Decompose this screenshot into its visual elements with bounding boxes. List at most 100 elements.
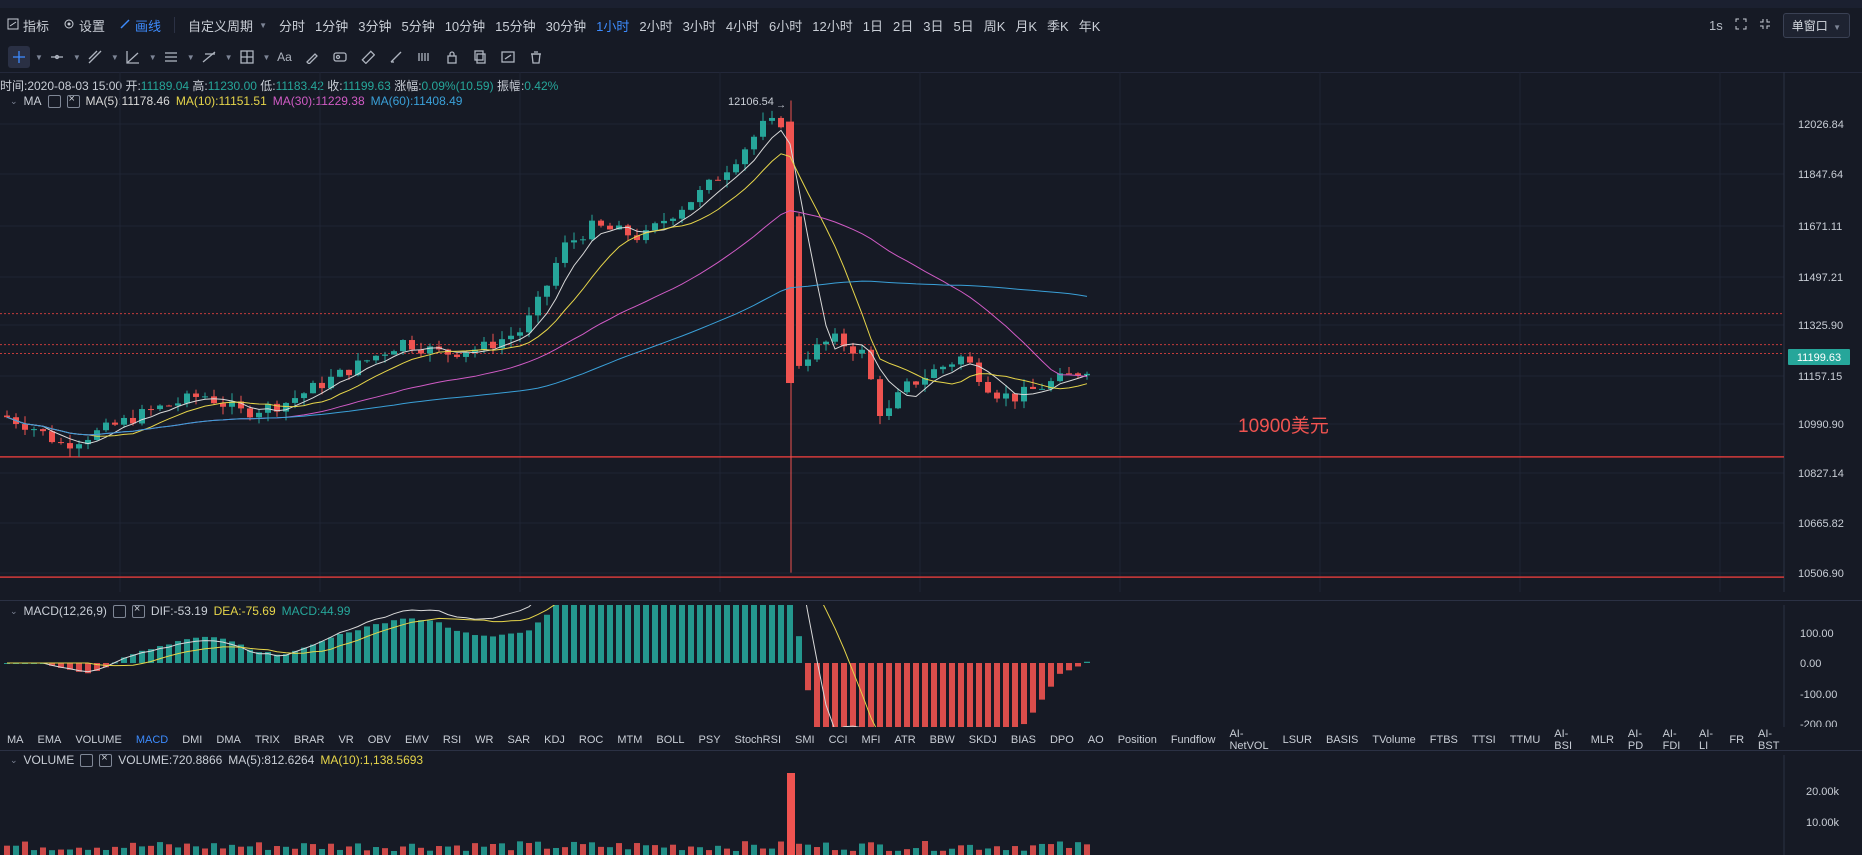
- period-tab[interactable]: 12小时: [812, 18, 853, 34]
- indicator-tab[interactable]: VOLUME: [75, 734, 122, 746]
- chevron-down-icon[interactable]: ▼: [224, 52, 233, 62]
- trash-icon[interactable]: [525, 46, 547, 68]
- indicator-tab[interactable]: BBW: [929, 734, 955, 746]
- indicator-tab[interactable]: FR: [1729, 734, 1745, 746]
- settings-icon[interactable]: [47, 94, 61, 108]
- indicator-tab[interactable]: BOLL: [656, 734, 685, 746]
- custom-period-dropdown[interactable]: 自定义周期 ▼: [181, 16, 274, 35]
- chevron-down-icon[interactable]: ▼: [35, 52, 43, 62]
- chevron-down-icon[interactable]: ⌄: [10, 754, 18, 765]
- indicator-tab[interactable]: AI-BST: [1758, 728, 1780, 752]
- indicator-tab[interactable]: StochRSI: [734, 734, 782, 746]
- horizontal-line-icon[interactable]: [46, 46, 68, 68]
- fibonacci-icon[interactable]: [198, 46, 220, 68]
- period-tab[interactable]: 月K: [1015, 18, 1038, 34]
- period-tab[interactable]: 5分钟: [401, 18, 435, 34]
- indicator-tab[interactable]: SKDJ: [968, 734, 997, 746]
- indicator-tab[interactable]: BIAS: [1010, 734, 1036, 746]
- chevron-down-icon[interactable]: ▼: [110, 52, 119, 62]
- period-tab[interactable]: 30分钟: [545, 18, 587, 34]
- period-tab[interactable]: 分时: [278, 18, 305, 34]
- indicator-tab[interactable]: TTMU: [1509, 734, 1541, 746]
- settings-icon[interactable]: [80, 753, 94, 767]
- indicator-tab[interactable]: EMA: [37, 734, 62, 746]
- exit-fullscreen-icon[interactable]: [1759, 18, 1771, 33]
- indicator-tab[interactable]: ROC: [578, 734, 604, 746]
- period-tab[interactable]: 3小时: [682, 18, 716, 34]
- trend-line-icon[interactable]: [84, 46, 106, 68]
- fullscreen-icon[interactable]: [1735, 18, 1747, 33]
- draw-button[interactable]: 画线: [112, 16, 168, 35]
- text-icon[interactable]: Aa: [277, 50, 292, 64]
- period-tab[interactable]: 周K: [983, 18, 1006, 34]
- indicator-tab[interactable]: CCI: [828, 734, 848, 746]
- indicator-button[interactable]: 指标: [0, 16, 56, 35]
- indicator-tab[interactable]: ATR: [894, 734, 916, 746]
- indicator-tab[interactable]: AI-BSI: [1554, 728, 1573, 752]
- indicator-tab[interactable]: DMA: [216, 734, 241, 746]
- brush-icon[interactable]: [301, 46, 323, 68]
- lock-icon[interactable]: [441, 46, 463, 68]
- close-icon[interactable]: [66, 93, 80, 108]
- period-tab[interactable]: 5日: [953, 18, 974, 34]
- indicator-tab[interactable]: SAR: [507, 734, 531, 746]
- ruler-icon[interactable]: [357, 46, 379, 68]
- indicator-tab[interactable]: DMI: [182, 734, 203, 746]
- chevron-down-icon[interactable]: ⌄: [10, 95, 18, 106]
- close-icon[interactable]: [131, 603, 145, 618]
- indicator-tab[interactable]: PSY: [698, 734, 721, 746]
- macd-chart[interactable]: 100.00 0.00 -100.00 -200.00: [0, 605, 1862, 727]
- period-tab[interactable]: 1日: [862, 18, 883, 34]
- period-tab[interactable]: 2日: [892, 18, 914, 34]
- indicator-tab[interactable]: Fundflow: [1170, 734, 1216, 746]
- indicator-tab[interactable]: AO: [1087, 734, 1104, 746]
- indicator-tab[interactable]: OBV: [367, 734, 391, 746]
- indicator-tab[interactable]: AI-NetVOL: [1229, 728, 1269, 752]
- period-tab[interactable]: 4小时: [725, 18, 760, 34]
- indicator-tab[interactable]: TRIX: [254, 734, 280, 746]
- period-tab[interactable]: 6小时: [769, 18, 803, 34]
- period-tab[interactable]: 1分钟: [315, 18, 349, 34]
- period-tab[interactable]: 季K: [1047, 18, 1069, 34]
- chevron-down-icon[interactable]: ▼: [148, 52, 157, 62]
- period-tab[interactable]: 年K: [1078, 18, 1101, 34]
- settings-icon[interactable]: [112, 604, 126, 618]
- indicator-tab[interactable]: BASIS: [1325, 734, 1359, 746]
- copy-icon[interactable]: [469, 46, 491, 68]
- indicator-tab[interactable]: EMV: [404, 734, 429, 746]
- interval-label[interactable]: 1s: [1708, 17, 1723, 33]
- period-tab[interactable]: 15分钟: [495, 18, 536, 34]
- volume-chart[interactable]: 20.00k 10.00k: [0, 755, 1862, 855]
- indicator-tab[interactable]: MACD: [135, 734, 169, 746]
- close-icon[interactable]: [99, 752, 113, 767]
- indicator-tab[interactable]: TTSI: [1471, 734, 1496, 746]
- indicator-tab[interactable]: SMI: [795, 734, 815, 746]
- indicator-tab[interactable]: AI-FDI: [1662, 728, 1681, 752]
- indicator-tab[interactable]: TVolume: [1372, 734, 1416, 746]
- grid-icon[interactable]: [236, 46, 258, 68]
- indicator-tab[interactable]: FTBS: [1429, 734, 1458, 746]
- settings-button[interactable]: 设置: [56, 16, 112, 35]
- indicator-tab[interactable]: AI-LI: [1698, 728, 1714, 752]
- parallel-lines-icon[interactable]: [160, 46, 182, 68]
- pen-icon[interactable]: [385, 46, 407, 68]
- screenshot-icon[interactable]: [497, 46, 519, 68]
- period-tab[interactable]: 3日: [923, 18, 944, 34]
- chevron-down-icon[interactable]: ▼: [186, 52, 195, 62]
- indicator-tab[interactable]: KDJ: [544, 734, 565, 746]
- indicator-tab[interactable]: BRAR: [293, 734, 325, 746]
- price-chart[interactable]: 12026.84 11847.64 11671.11 11497.21 11325.90…: [0, 72, 1862, 592]
- indicator-tab[interactable]: LSUR: [1282, 734, 1312, 746]
- indicator-tab[interactable]: RSI: [442, 734, 462, 746]
- magnet-icon[interactable]: [413, 46, 435, 68]
- period-tab[interactable]: 10分钟: [444, 18, 486, 34]
- indicator-tab[interactable]: DPO: [1049, 734, 1074, 746]
- chevron-down-icon[interactable]: ▼: [262, 52, 271, 62]
- period-tab[interactable]: 1小时: [596, 18, 630, 34]
- window-mode-dropdown[interactable]: 单窗口 ▼: [1782, 12, 1850, 38]
- pattern-icon[interactable]: [329, 46, 351, 68]
- chevron-down-icon[interactable]: ▼: [72, 52, 81, 62]
- indicator-tab[interactable]: MLR: [1590, 734, 1614, 746]
- crosshair-icon[interactable]: [8, 46, 30, 68]
- indicator-tab[interactable]: MFI: [861, 734, 881, 746]
